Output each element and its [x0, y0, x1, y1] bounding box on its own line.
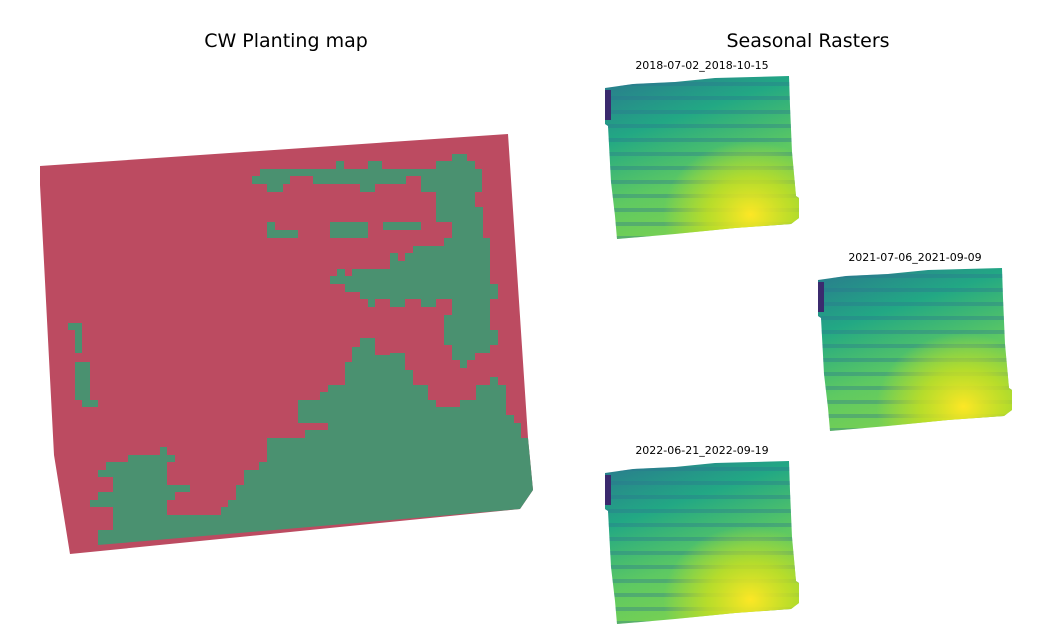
right-title: Seasonal Rasters — [726, 30, 889, 52]
raster-label: 2018-07-02_2018-10-15 — [635, 59, 768, 72]
planting-map — [40, 134, 533, 554]
raster — [605, 76, 799, 239]
raster — [818, 268, 1012, 431]
raster-label: 2022-06-21_2022-09-19 — [635, 444, 768, 457]
left-title: CW Planting map — [204, 30, 368, 52]
raster — [605, 461, 799, 624]
raster-label: 2021-07-06_2021-09-09 — [848, 251, 981, 264]
